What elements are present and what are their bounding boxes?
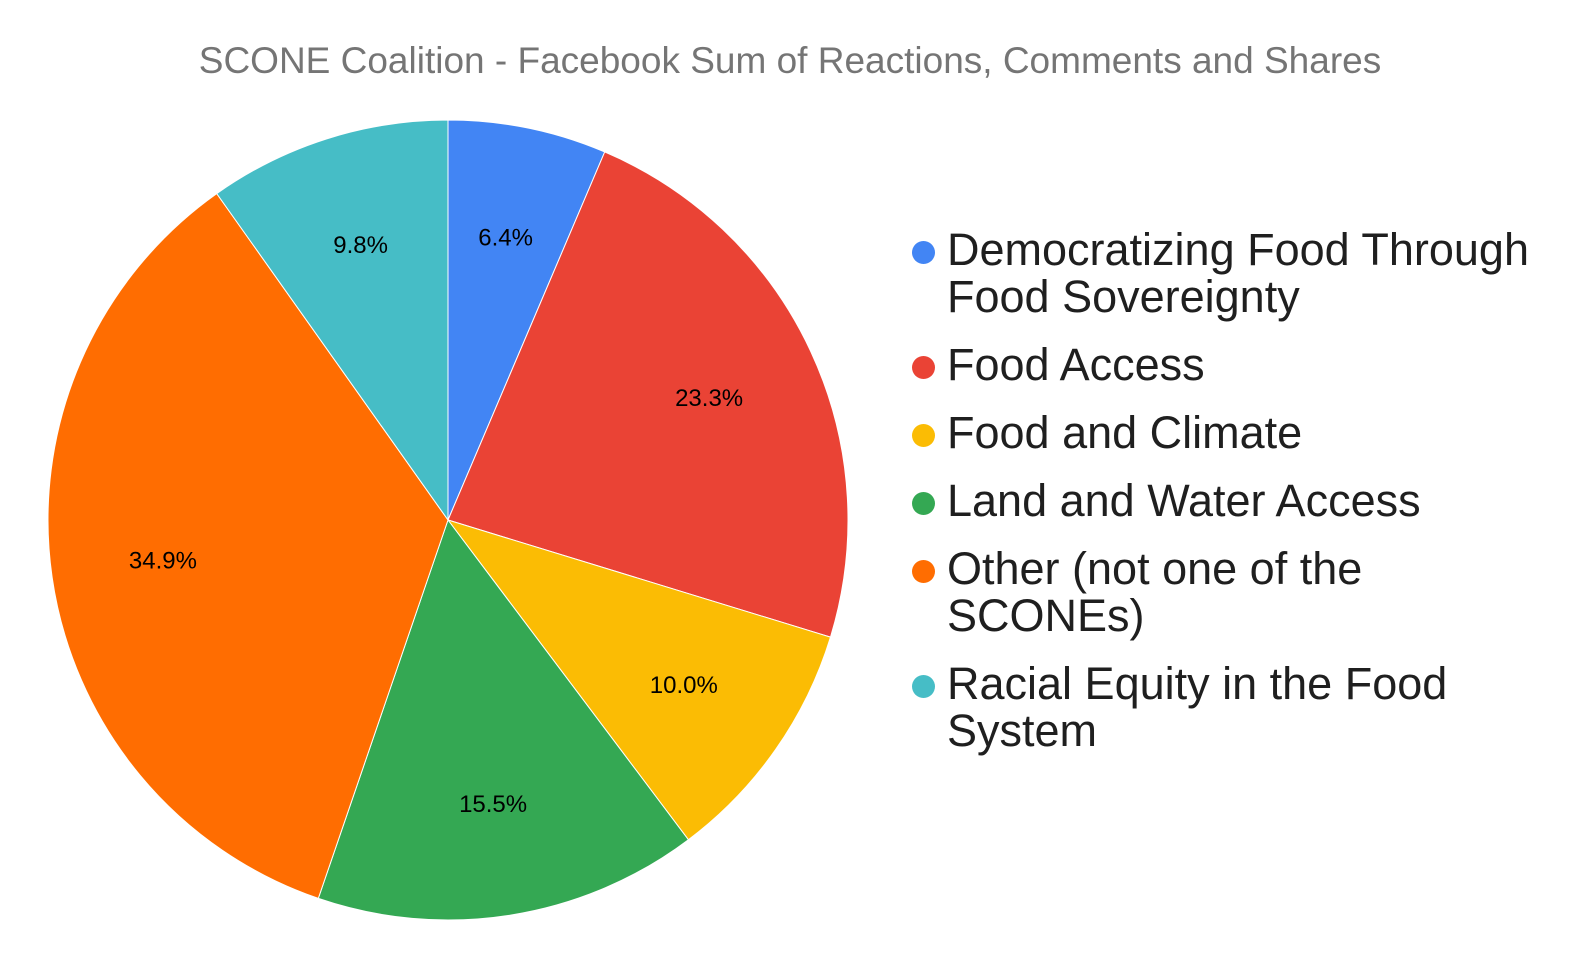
pie-slice-food-access <box>447 151 849 638</box>
pie-slice-land-and-water-access <box>317 518 690 921</box>
pie-data-labels: 6.4% 23.3% 10.0% 15.5% 34.9% 9.8% <box>129 224 743 818</box>
legend-item-democratizing-food-through-food-sovereignty: Democratizing Food Through Food Sovereig… <box>912 226 1562 320</box>
legend-swatch <box>912 492 935 515</box>
legend-swatch <box>912 356 935 379</box>
legend-label: Other (not one of the SCONEs) <box>947 543 1363 641</box>
data-label-racial-equity-in-the-food-system: 9.8% <box>333 232 388 259</box>
legend-item-land-and-water-access: Land and Water Access <box>912 477 1562 524</box>
legend-swatch <box>912 424 935 447</box>
data-label-democratizing-food-through-food-sovereignty: 6.4% <box>478 224 533 251</box>
legend: Democratizing Food Through Food Sovereig… <box>912 226 1562 775</box>
legend-item-other-not-one-of-the-scones: Other (not one of the SCONEs) <box>912 545 1562 639</box>
legend-item-food-access: Food Access <box>912 341 1562 388</box>
chart-title: SCONE Coalition - Facebook Sum of Reacti… <box>198 40 1382 81</box>
legend-item-food-and-climate: Food and Climate <box>912 409 1562 456</box>
pie-slice-other-not-one-of-the-scones <box>47 192 449 900</box>
data-label-food-and-climate: 10.0% <box>650 672 718 699</box>
legend-label: Racial Equity in the Food System <box>947 658 1448 756</box>
pie-slice-food-and-climate <box>446 519 832 841</box>
data-label-other-not-one-of-the-scones: 34.9% <box>129 548 197 575</box>
data-label-land-and-water-access: 15.5% <box>459 791 527 818</box>
legend-label: Democratizing Food Through Food Sovereig… <box>947 224 1529 322</box>
data-label-food-access: 23.3% <box>675 385 743 412</box>
legend-label: Food and Climate <box>947 407 1303 458</box>
legend-swatch <box>912 241 935 264</box>
legend-swatch <box>912 560 935 583</box>
pie-slices <box>47 119 849 921</box>
legend-item-racial-equity-in-the-food-system: Racial Equity in the Food System <box>912 660 1562 754</box>
legend-swatch <box>912 675 935 698</box>
pie-slice-racial-equity-in-the-food-system <box>216 119 449 522</box>
legend-label: Land and Water Access <box>947 475 1421 526</box>
pie-slice-democratizing-food-through-food-sovereignty <box>447 119 606 521</box>
legend-label: Food Access <box>947 339 1205 390</box>
